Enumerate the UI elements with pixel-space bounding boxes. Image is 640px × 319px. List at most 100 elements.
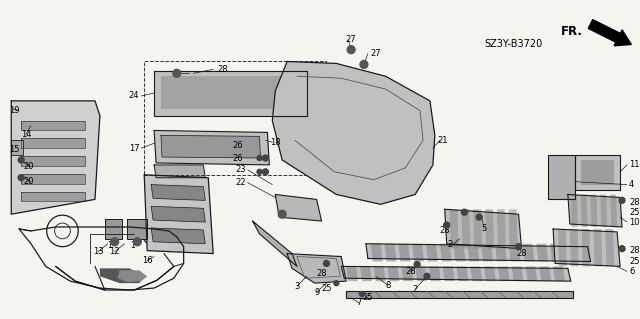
Polygon shape <box>553 229 620 266</box>
Polygon shape <box>580 160 614 185</box>
Text: 7: 7 <box>356 298 362 307</box>
Polygon shape <box>151 228 205 244</box>
Text: 14: 14 <box>20 130 31 139</box>
Polygon shape <box>484 266 496 281</box>
Polygon shape <box>21 191 85 201</box>
Text: 16: 16 <box>142 256 152 265</box>
Text: 8: 8 <box>385 281 390 290</box>
Polygon shape <box>399 244 410 262</box>
Polygon shape <box>591 195 597 227</box>
Text: 28: 28 <box>218 65 228 74</box>
Polygon shape <box>346 266 358 281</box>
Polygon shape <box>360 266 372 281</box>
Text: SZ3Y-B3720: SZ3Y-B3720 <box>484 39 543 49</box>
Polygon shape <box>558 229 567 266</box>
Polygon shape <box>401 266 413 281</box>
Polygon shape <box>272 62 435 204</box>
Polygon shape <box>481 244 493 262</box>
Polygon shape <box>21 156 85 166</box>
Text: 28: 28 <box>316 269 327 278</box>
Circle shape <box>424 273 430 279</box>
Polygon shape <box>371 244 383 262</box>
Polygon shape <box>456 266 468 281</box>
Polygon shape <box>553 266 565 281</box>
Polygon shape <box>605 229 614 266</box>
Polygon shape <box>485 209 494 249</box>
Text: 21: 21 <box>438 136 448 145</box>
Polygon shape <box>253 221 297 266</box>
Polygon shape <box>374 266 386 281</box>
Polygon shape <box>600 195 607 227</box>
Text: 5: 5 <box>481 225 487 234</box>
Polygon shape <box>564 244 576 262</box>
Polygon shape <box>287 254 346 283</box>
Text: 28: 28 <box>516 249 527 258</box>
Text: 24: 24 <box>129 92 140 100</box>
Polygon shape <box>154 130 269 165</box>
Text: 2: 2 <box>413 285 418 293</box>
Polygon shape <box>388 266 399 281</box>
Polygon shape <box>550 244 562 262</box>
Circle shape <box>278 210 286 218</box>
Polygon shape <box>385 244 396 262</box>
Circle shape <box>257 156 262 160</box>
Polygon shape <box>366 244 591 262</box>
Polygon shape <box>443 266 454 281</box>
Polygon shape <box>161 135 260 158</box>
Circle shape <box>516 244 522 250</box>
Polygon shape <box>144 175 213 254</box>
Text: 6: 6 <box>629 267 634 276</box>
Text: 23: 23 <box>235 165 246 174</box>
Text: 25: 25 <box>629 208 639 217</box>
Circle shape <box>18 175 24 181</box>
Text: 1: 1 <box>108 241 112 250</box>
Polygon shape <box>593 229 602 266</box>
Polygon shape <box>509 244 520 262</box>
Polygon shape <box>341 266 571 281</box>
Text: 27: 27 <box>371 49 381 58</box>
Polygon shape <box>498 266 509 281</box>
Text: FR.: FR. <box>561 26 582 38</box>
Text: 28: 28 <box>629 246 639 255</box>
Polygon shape <box>429 266 441 281</box>
Polygon shape <box>548 155 575 199</box>
Polygon shape <box>536 244 548 262</box>
Polygon shape <box>571 195 578 227</box>
Polygon shape <box>161 76 297 109</box>
Text: 3: 3 <box>294 282 300 291</box>
Polygon shape <box>346 291 573 298</box>
Polygon shape <box>497 209 506 249</box>
Text: 12: 12 <box>109 247 120 256</box>
FancyArrow shape <box>588 20 631 46</box>
Text: 18: 18 <box>270 138 280 147</box>
Polygon shape <box>568 195 622 227</box>
Text: 25: 25 <box>321 284 332 293</box>
Polygon shape <box>522 244 534 262</box>
Polygon shape <box>118 270 147 282</box>
Circle shape <box>360 61 368 68</box>
Polygon shape <box>582 229 591 266</box>
Text: 28: 28 <box>405 267 415 276</box>
Polygon shape <box>470 266 482 281</box>
Polygon shape <box>540 266 551 281</box>
Text: 22: 22 <box>236 178 246 187</box>
Polygon shape <box>415 266 427 281</box>
Polygon shape <box>154 165 205 178</box>
Polygon shape <box>512 266 524 281</box>
Polygon shape <box>454 244 465 262</box>
Polygon shape <box>570 229 579 266</box>
Polygon shape <box>440 244 452 262</box>
Text: 26: 26 <box>232 141 243 150</box>
Polygon shape <box>151 185 205 200</box>
Polygon shape <box>495 244 507 262</box>
Polygon shape <box>426 244 438 262</box>
Polygon shape <box>610 195 617 227</box>
Polygon shape <box>450 209 458 249</box>
Text: 17: 17 <box>129 144 140 153</box>
Text: 1: 1 <box>130 241 135 250</box>
Polygon shape <box>21 121 85 130</box>
Polygon shape <box>412 244 424 262</box>
Polygon shape <box>12 101 100 214</box>
Polygon shape <box>100 268 144 283</box>
Circle shape <box>444 222 450 228</box>
